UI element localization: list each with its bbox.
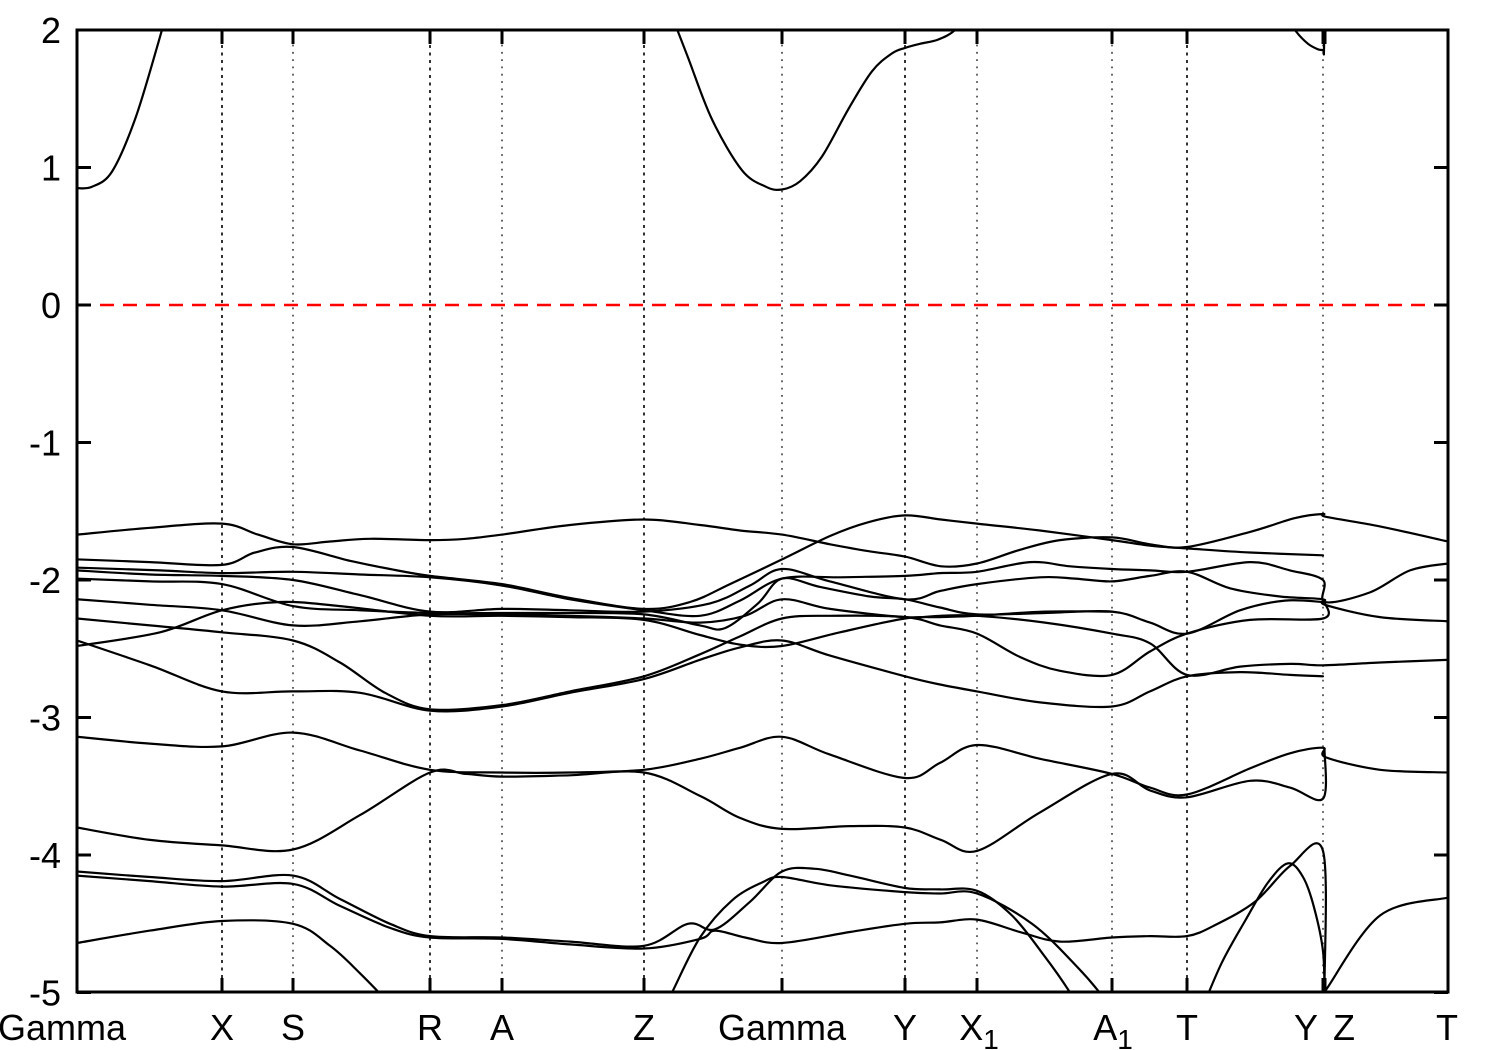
conduction-band-seg-1 [78,31,163,190]
k-point-label-Gamma: Gamma [0,1007,127,1048]
plot-border [75,28,1450,994]
valence-band-07 [78,600,1330,712]
k-point-label-T: T [1436,1007,1458,1048]
y-tick-label--2: -2 [29,560,61,601]
valence-band-10 [78,731,1447,797]
k-point-label-A1: A1 [1093,1007,1133,1050]
k-point-label-Z: Z [633,1007,655,1048]
valence-band-15 [1208,862,1326,991]
conduction-band-seg-3 [1294,31,1326,56]
k-point-label-A: A [490,1007,514,1048]
valence-band-03 [78,560,1447,618]
energy-bands [78,31,1447,991]
k-point-label-Y: Y [893,1007,917,1048]
kpoint-gridlines [221,30,1324,992]
valence-band-05 [78,576,1325,635]
y-tick-label-2: 2 [41,10,61,51]
valence-band-11 [78,748,1328,854]
y-axis-tick-labels: 2 1 0 -1 -2 -3 -4 -5 [29,10,61,1014]
valence-band-12 [78,866,1071,991]
valence-band-09 [78,600,1114,649]
k-point-label-Y: Y [1294,1007,1318,1048]
y-tick-label-1: 1 [41,148,61,189]
valence-band-06 [78,598,1447,677]
y-tick-label--5: -5 [29,973,61,1014]
k-point-label-T: T [1176,1007,1198,1048]
plot-frame [75,28,1450,994]
valence-band-08 [78,639,1325,713]
valence-band-01 [78,512,1447,568]
k-point-label-X: X [210,1007,234,1048]
y-tick-label--3: -3 [29,698,61,739]
y-tick-label-0: 0 [41,285,61,326]
y-tick-label--1: -1 [29,423,61,464]
k-point-label-X1: X1 [959,1007,999,1050]
k-point-label-Gamma: Gamma [718,1007,847,1048]
axis-ticks [75,28,1450,994]
y-tick-label--4: -4 [29,835,61,876]
conduction-band-seg-2 [676,31,955,192]
valence-band-04 [78,567,1447,623]
k-point-label-R: R [417,1007,443,1048]
k-point-label-Z: Z [1333,1007,1355,1048]
valence-band-14 [78,875,1100,991]
valence-band-02 [78,514,1325,611]
k-point-label-S: S [281,1007,305,1048]
valence-band-13 [78,842,1447,991]
k-point-labels: Gamma X S R A Z Gamma Y X1 A1 T Y Z T [0,1007,1458,1050]
